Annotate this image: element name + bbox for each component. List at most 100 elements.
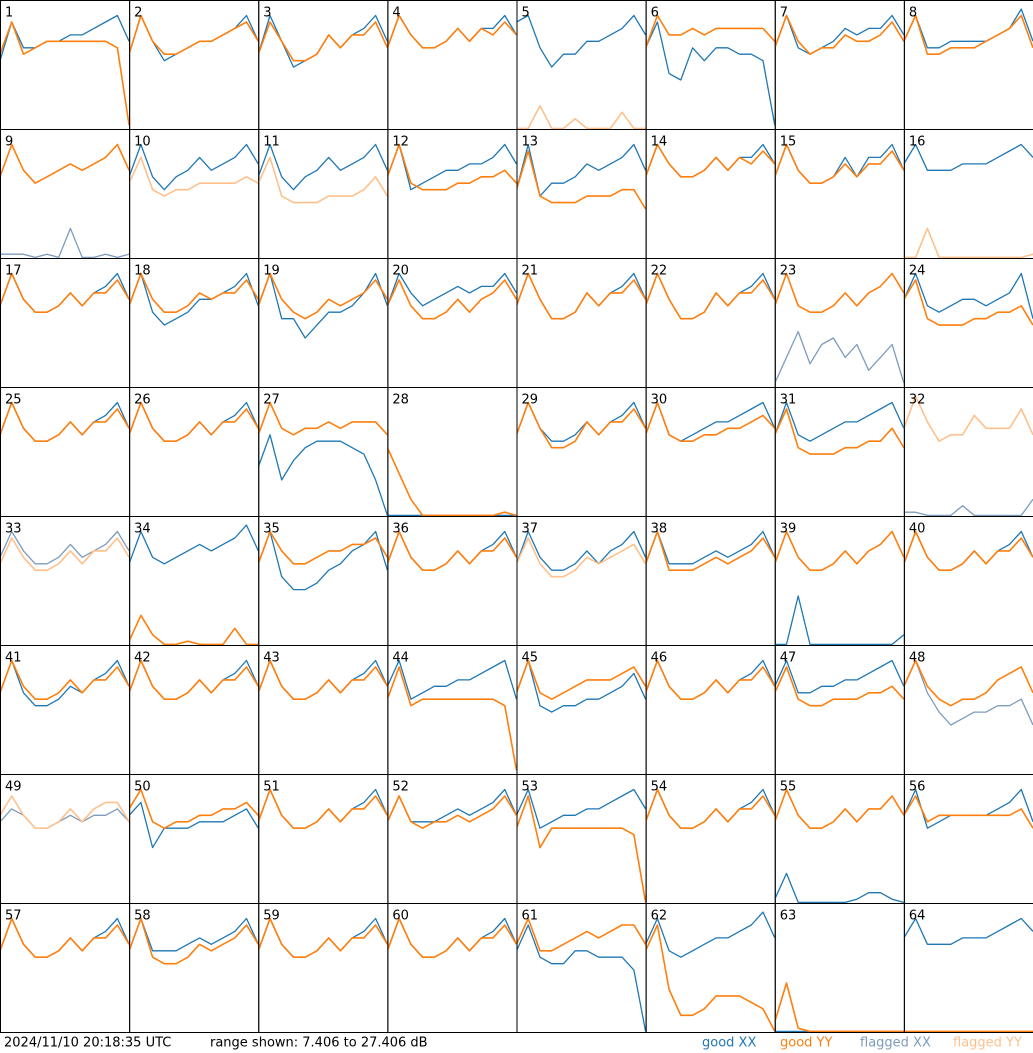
panel-label: 37 <box>522 522 539 537</box>
panel-label: 42 <box>134 651 151 666</box>
yy-line <box>258 272 388 320</box>
panel-label: 14 <box>651 135 668 150</box>
yy-line <box>387 279 517 320</box>
xx-line <box>0 530 130 565</box>
yy-line <box>516 917 646 952</box>
yy-line <box>903 14 1033 56</box>
panel-label: 21 <box>522 264 539 279</box>
panel-label: 52 <box>392 780 409 795</box>
xx-line <box>903 498 1033 516</box>
panel <box>903 659 1033 726</box>
panel-label: 58 <box>134 909 151 924</box>
yy-line <box>516 659 646 701</box>
panel-label: 27 <box>263 393 280 408</box>
yy-line <box>516 105 646 129</box>
yy-line <box>0 537 130 572</box>
panel-label: 31 <box>780 393 797 408</box>
xx-line <box>129 801 259 849</box>
xx-line <box>129 659 259 700</box>
panel-label: 32 <box>909 393 926 408</box>
panel-label: 26 <box>134 393 151 408</box>
xx-line <box>0 401 130 442</box>
panel <box>387 447 517 516</box>
panel <box>516 272 646 320</box>
xx-line <box>258 530 388 591</box>
panel-label: 63 <box>780 909 797 924</box>
yy-line <box>129 156 259 197</box>
panel <box>645 659 775 701</box>
yy-line <box>903 279 1033 326</box>
yy-line <box>645 788 775 830</box>
panel <box>258 659 388 701</box>
panel <box>129 143 259 197</box>
xx-line <box>516 659 646 713</box>
panel-label: 40 <box>909 522 926 537</box>
yy-line <box>258 788 388 830</box>
xx-line <box>516 14 646 68</box>
xx-line <box>516 143 646 197</box>
yy-line <box>774 143 904 184</box>
panel-label: 38 <box>651 522 668 537</box>
panel <box>774 14 904 56</box>
yy-line <box>0 401 130 443</box>
xx-line <box>645 272 775 320</box>
yy-line <box>258 917 388 959</box>
panel <box>774 982 904 1032</box>
xx-line <box>903 659 1033 726</box>
panel-label: 48 <box>909 651 926 666</box>
panel-label: 11 <box>263 135 280 150</box>
panel-label: 12 <box>392 135 409 150</box>
panel <box>903 395 1033 516</box>
panel <box>258 272 388 339</box>
panel <box>645 788 775 830</box>
panel <box>903 917 1033 1032</box>
panel-label: 50 <box>134 780 151 795</box>
panel <box>516 401 646 449</box>
panel-border <box>516 0 647 130</box>
panel-label: 59 <box>263 909 280 924</box>
panel-border <box>903 0 1033 130</box>
yy-line <box>129 401 259 443</box>
yy-line <box>903 795 1033 829</box>
xx-line <box>387 659 517 700</box>
xx-line <box>516 272 646 320</box>
panel <box>645 401 775 443</box>
panel <box>387 272 517 320</box>
panel <box>0 143 130 258</box>
xx-line <box>903 272 1033 319</box>
xx-line <box>0 917 130 958</box>
yy-line <box>258 530 388 565</box>
panel-label: 4 <box>392 6 400 21</box>
panel <box>0 917 130 959</box>
yy-line <box>516 272 646 320</box>
yy-line <box>645 659 775 701</box>
panel <box>0 795 130 830</box>
yy-line <box>903 395 1033 443</box>
yy-line <box>774 408 904 455</box>
panel <box>387 917 517 959</box>
panel-label: 10 <box>134 135 151 150</box>
panel <box>0 401 130 443</box>
yy-line <box>129 272 259 314</box>
yy-line <box>258 21 388 62</box>
range-note: range shown: 7.406 to 27.406 dB <box>210 1036 428 1051</box>
panel <box>129 14 259 62</box>
xx-line <box>129 917 259 952</box>
xx-line <box>774 659 904 694</box>
xx-line <box>774 330 904 384</box>
legend-entry: flagged XX <box>860 1036 931 1051</box>
panel <box>0 659 130 707</box>
yy-line <box>774 14 904 56</box>
xx-line <box>516 788 646 829</box>
xx-line <box>0 272 130 313</box>
xx-line <box>129 272 259 326</box>
yy-line <box>645 272 775 320</box>
xx-line <box>774 595 904 645</box>
panel-border <box>903 903 1033 1033</box>
yy-line <box>129 788 259 830</box>
xx-line <box>903 917 1033 945</box>
panel-label: 47 <box>780 651 797 666</box>
panel <box>645 911 775 1032</box>
panel-label: 1 <box>5 6 13 21</box>
panel <box>258 143 388 204</box>
